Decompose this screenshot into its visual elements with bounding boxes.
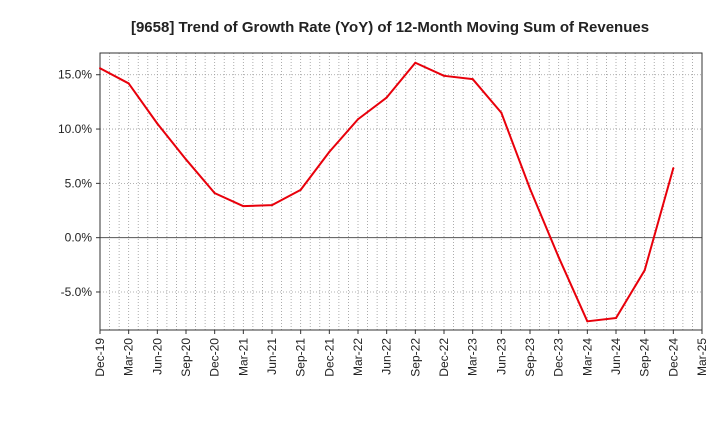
data-point xyxy=(586,320,589,323)
x-tick-label: Jun-20 xyxy=(150,338,164,375)
x-tick-label: Jun-23 xyxy=(494,338,508,375)
data-point xyxy=(500,111,503,114)
data-point xyxy=(471,78,474,81)
data-point xyxy=(185,158,187,161)
x-tick-label: Mar-25 xyxy=(695,338,709,376)
x-tick-label: Dec-24 xyxy=(666,338,680,377)
y-tick-label: 0.0% xyxy=(65,231,93,245)
data-point xyxy=(385,96,388,99)
series xyxy=(99,61,675,323)
data-point xyxy=(672,167,675,170)
data-point xyxy=(557,256,560,259)
x-tick-label: Dec-20 xyxy=(208,338,222,377)
x-tick-label: Dec-22 xyxy=(437,338,451,377)
x-tick-label: Jun-22 xyxy=(380,338,394,375)
data-point xyxy=(271,204,273,207)
x-tick-label: Sep-23 xyxy=(523,338,537,377)
x-tick-label: Mar-22 xyxy=(351,338,365,376)
x-tick-labels: Dec-19 Mar-20 Jun-20 Sep-20 Dec-20 Mar-21 Jun-… xyxy=(93,338,709,377)
y-tick-label: 10.0% xyxy=(58,122,92,136)
data-point xyxy=(299,188,302,191)
data-point xyxy=(156,122,159,125)
data-point xyxy=(242,205,245,208)
plot-frame xyxy=(99,52,703,331)
data-point xyxy=(529,187,531,190)
x-tick-label: Sep-21 xyxy=(294,338,308,377)
x-tick-label: Dec-23 xyxy=(552,338,566,377)
x-tick-label: Jun-24 xyxy=(609,338,623,375)
x-tick-label: Sep-24 xyxy=(638,338,652,377)
y-tick-label: -5.0% xyxy=(61,285,93,299)
x-tick-label: Mar-23 xyxy=(466,338,480,376)
x-tick-label: Mar-24 xyxy=(580,338,594,376)
data-point xyxy=(213,192,216,195)
y-tick-label: 15.0% xyxy=(58,68,92,82)
grid xyxy=(100,53,702,330)
chart-title: [9658] Trend of Growth Rate (YoY) of 12-… xyxy=(131,19,649,36)
data-point xyxy=(615,317,617,320)
x-tick-label: Dec-19 xyxy=(93,338,107,377)
x-tick-label: Dec-21 xyxy=(322,338,336,377)
data-point xyxy=(414,61,417,64)
data-point xyxy=(357,118,359,121)
y-tick-labels: 15.0% 10.0% 5.0% 0.0% -5.0% xyxy=(58,68,92,299)
axes xyxy=(96,52,703,334)
data-point xyxy=(328,150,331,153)
x-tick-label: Mar-21 xyxy=(236,338,250,376)
x-tick-label: Jun-21 xyxy=(265,338,279,375)
y-tick-label: 5.0% xyxy=(65,176,93,190)
data-point xyxy=(127,82,130,85)
data-point xyxy=(443,74,445,77)
x-tick-label: Sep-20 xyxy=(179,338,193,377)
x-tick-label: Mar-20 xyxy=(122,338,136,376)
data-point xyxy=(643,269,646,272)
x-tick-label: Sep-22 xyxy=(408,338,422,377)
data-point xyxy=(99,67,101,70)
